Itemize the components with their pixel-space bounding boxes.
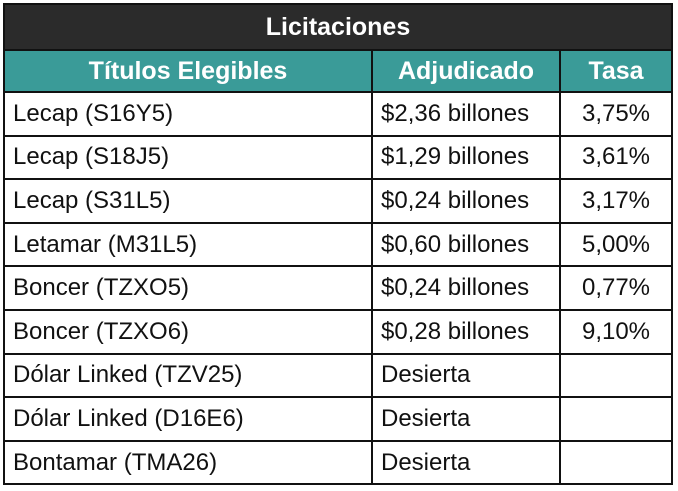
table-title: Licitaciones	[2, 3, 674, 51]
cell-tasa: 9,10%	[558, 308, 674, 355]
cell-tasa: 3,17%	[558, 178, 674, 224]
cell-adjudicado: $2,36 billones	[371, 91, 561, 137]
cell-titulo: Boncer (TZXO6)	[3, 308, 373, 355]
table-row: Dólar Linked (TZV25) Desierta	[3, 352, 674, 399]
cell-adjudicado: $0,60 billones	[371, 221, 561, 268]
cell-titulo: Bontamar (TMA26)	[3, 439, 373, 486]
cell-tasa: 3,61%	[558, 134, 674, 181]
table-row: Bontamar (TMA26) Desierta	[3, 439, 674, 486]
licitaciones-table-container: Licitaciones Títulos Elegibles Adjudicad…	[2, 3, 674, 486]
cell-adjudicado: $0,24 billones	[371, 265, 561, 311]
cell-titulo: Lecap (S31L5)	[3, 178, 373, 224]
table-row: Dólar Linked (D16E6) Desierta	[3, 396, 674, 442]
cell-titulo: Letamar (M31L5)	[3, 221, 373, 268]
table-row: Lecap (S16Y5) $2,36 billones 3,75%	[3, 91, 674, 137]
cell-adjudicado: $0,24 billones	[371, 178, 561, 224]
table-row: Lecap (S18J5) $1,29 billones 3,61%	[3, 134, 674, 181]
cell-titulo: Boncer (TZXO5)	[3, 265, 373, 311]
table-row: Lecap (S31L5) $0,24 billones 3,17%	[3, 178, 674, 224]
cell-adjudicado: Desierta	[371, 439, 561, 486]
cell-tasa	[558, 352, 674, 399]
cell-adjudicado: Desierta	[371, 352, 561, 399]
table-row: Boncer (TZXO6) $0,28 billones 9,10%	[3, 308, 674, 355]
table-title-row: Licitaciones	[2, 3, 674, 51]
cell-tasa: 3,75%	[558, 91, 674, 137]
cell-adjudicado: $0,28 billones	[371, 308, 561, 355]
header-tasa: Tasa	[558, 49, 674, 93]
table-row: Boncer (TZXO5) $0,24 billones 0,77%	[3, 265, 674, 311]
cell-titulo: Lecap (S16Y5)	[3, 91, 373, 137]
cell-titulo: Lecap (S18J5)	[3, 134, 373, 181]
cell-tasa	[558, 439, 674, 486]
cell-adjudicado: $1,29 billones	[371, 134, 561, 181]
cell-titulo: Dólar Linked (D16E6)	[3, 396, 373, 442]
header-adjudicado: Adjudicado	[371, 49, 561, 93]
header-titulos: Títulos Elegibles	[3, 49, 373, 93]
cell-titulo: Dólar Linked (TZV25)	[3, 352, 373, 399]
cell-adjudicado: Desierta	[371, 396, 561, 442]
table-row: Letamar (M31L5) $0,60 billones 5,00%	[3, 221, 674, 268]
cell-tasa	[558, 396, 674, 442]
cell-tasa: 5,00%	[558, 221, 674, 268]
table-header-row: Títulos Elegibles Adjudicado Tasa	[3, 49, 674, 93]
licitaciones-table: Licitaciones Títulos Elegibles Adjudicad…	[2, 3, 674, 486]
cell-tasa: 0,77%	[558, 265, 674, 311]
